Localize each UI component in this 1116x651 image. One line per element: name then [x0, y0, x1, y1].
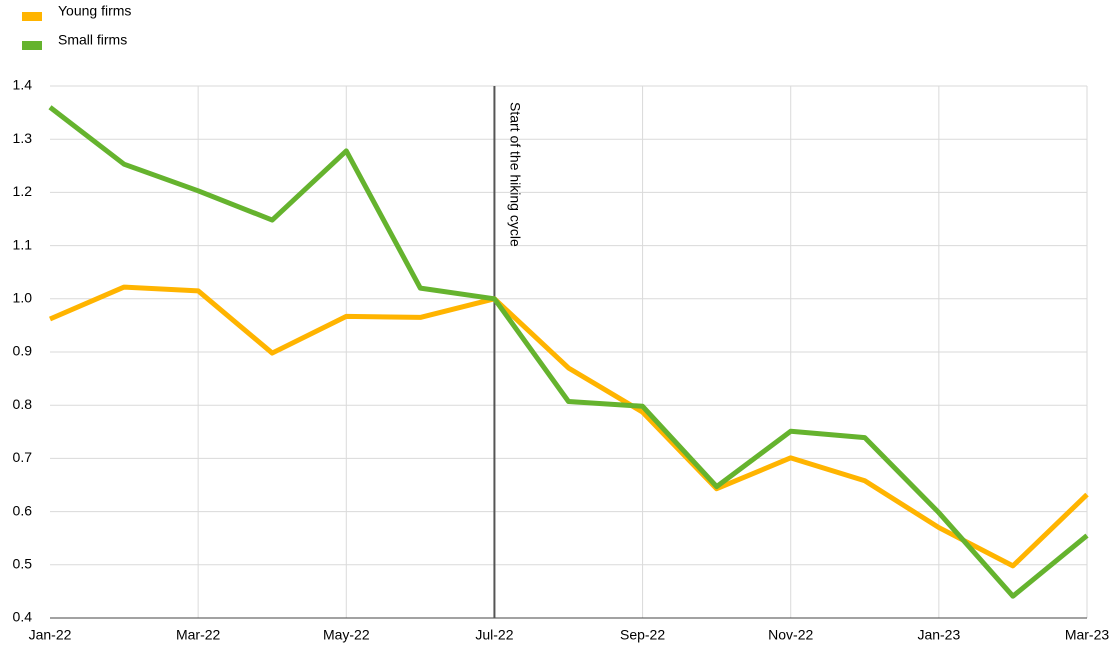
x-tick-label: May-22 — [323, 627, 370, 643]
x-tick-label: Mar-22 — [176, 627, 221, 643]
legend-label: Small firms — [58, 32, 127, 48]
y-tick-label: 1.0 — [13, 290, 33, 306]
y-tick-label: 0.8 — [13, 396, 33, 412]
x-tick-label: Nov-22 — [768, 627, 813, 643]
legend-swatch — [22, 12, 42, 21]
y-tick-label: 0.6 — [13, 502, 33, 518]
y-tick-label: 0.4 — [13, 609, 33, 625]
y-tick-label: 1.2 — [13, 183, 33, 199]
series-line — [48, 105, 1089, 599]
series-line — [49, 284, 1089, 569]
x-tick-label: Jul-22 — [475, 627, 513, 643]
y-tick-label: 1.3 — [13, 130, 33, 146]
x-tick-label: Jan-23 — [917, 627, 960, 643]
y-tick-label: 0.7 — [13, 449, 33, 465]
y-tick-label: 1.1 — [13, 236, 33, 252]
legend-swatch — [22, 41, 42, 50]
legend-label: Young firms — [58, 3, 131, 19]
annotation-text: Start of the hiking cycle — [508, 102, 524, 247]
y-tick-label: 1.4 — [13, 77, 33, 93]
x-tick-label: Sep-22 — [620, 627, 665, 643]
x-tick-label: Mar-23 — [1065, 627, 1110, 643]
y-tick-label: 0.9 — [13, 343, 33, 359]
x-tick-label: Jan-22 — [29, 627, 72, 643]
y-tick-label: 0.5 — [13, 556, 33, 572]
